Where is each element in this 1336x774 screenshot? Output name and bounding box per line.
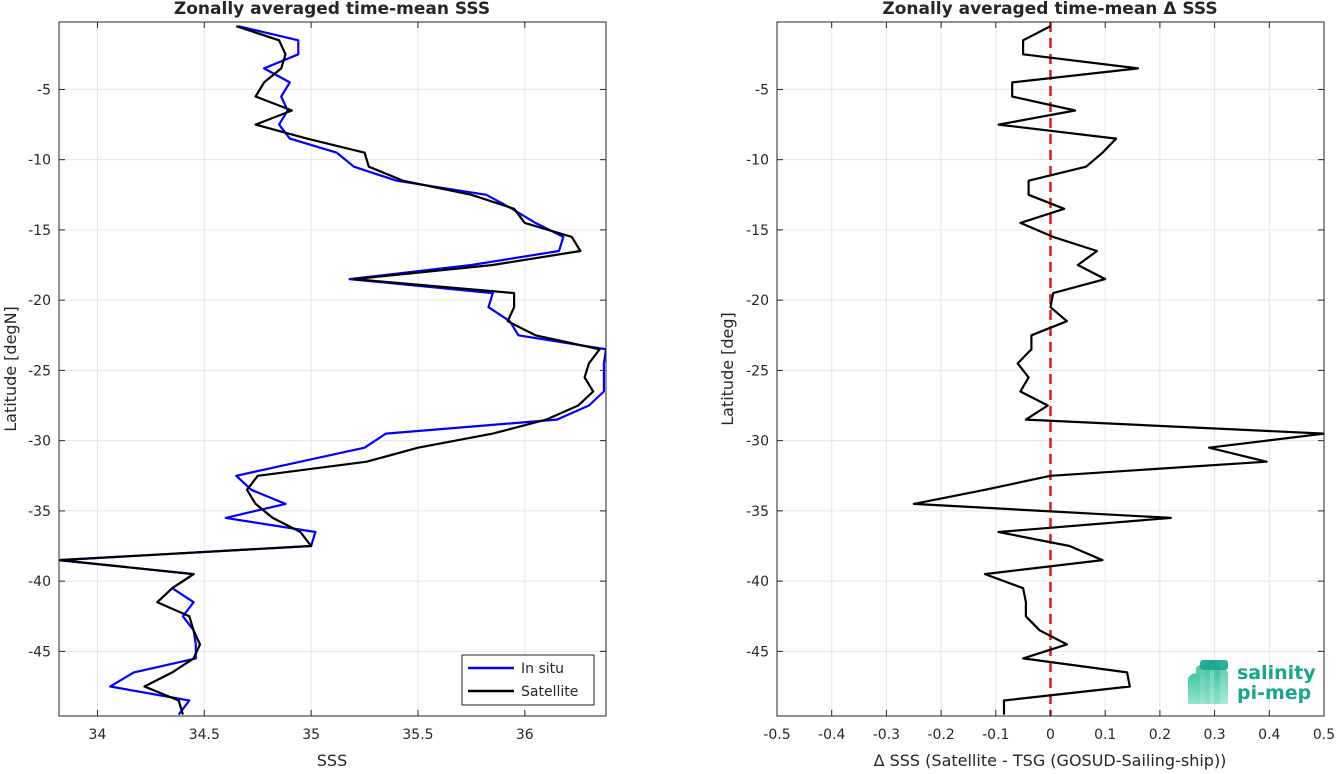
delta-sss-x-tick-label: 0.3: [1203, 727, 1225, 743]
sss-y-tick-label: -30: [28, 434, 51, 450]
sss-y-tick-label: -10: [28, 153, 51, 169]
delta-sss-y-tick-label: -40: [746, 574, 769, 590]
delta-sss-y-tick-label: -10: [746, 153, 769, 169]
delta-sss-ticks: -0.5 -0.4 -0.3 -0.2 -0.1 0 0.1 0.2 0.3 0.4 0.5 -5 -1…: [746, 22, 1335, 743]
sss-ticks: 34 34.5 35 35.5 36 -5 -10 -15 -20 -25 -30 -35 -40 -45: [28, 22, 606, 743]
delta-sss-series-group: [912, 22, 1324, 716]
sss-x-tick-label: 36: [516, 727, 534, 743]
delta-sss-x-tick-label: -0.5: [763, 727, 790, 743]
sss-plot-area: [59, 22, 606, 716]
sss-series-line-satellite: [59, 25, 601, 715]
sss-y-tick-label: -45: [28, 644, 51, 660]
delta-sss-chart-title: Zonally averaged time-mean Δ SSS: [882, 0, 1217, 19]
delta-sss-x-tick-label: 0.2: [1149, 727, 1171, 743]
sss-grid: [59, 22, 606, 716]
legend-label-in-situ: In situ: [521, 661, 564, 677]
delta-sss-y-tick-label: -15: [746, 223, 769, 239]
delta-sss-x-tick-label: -0.3: [873, 727, 900, 743]
delta-sss-y-tick-label: -25: [746, 363, 769, 379]
delta-sss-x-tick-label: -0.1: [982, 727, 1009, 743]
sss-y-tick-label: -40: [28, 574, 51, 590]
logo-waves-icon: [1188, 660, 1228, 704]
sss-legend: In situ Satellite: [461, 654, 595, 706]
delta-sss-y-tick-label: -20: [746, 293, 769, 309]
sss-chart-title: Zonally averaged time-mean SSS: [174, 0, 490, 19]
logo-text-salinity: salinity: [1237, 662, 1316, 684]
delta-sss-y-tick-label: -35: [746, 504, 769, 520]
sss-y-tick-label: -5: [37, 82, 51, 98]
delta-sss-x-tick-label: -0.4: [818, 727, 845, 743]
delta-sss-x-tick-label: 0: [1046, 727, 1055, 743]
sss-y-tick-label: -20: [28, 293, 51, 309]
sss-y-tick-label: -25: [28, 363, 51, 379]
delta-sss-x-axis-label: Δ SSS (Satellite - TSG (GOSUD-Sailing-sh…: [874, 751, 1227, 770]
delta-sss-series-line-difference: [912, 25, 1324, 715]
delta-sss-x-tick-label: 0.4: [1258, 727, 1280, 743]
sss-x-axis-label: SSS: [317, 751, 347, 770]
sss-x-tick-label: 35.5: [402, 727, 433, 743]
sss-y-tick-label: -35: [28, 504, 51, 520]
delta-sss-x-tick-label: 0.5: [1313, 727, 1335, 743]
sss-axes-box: [58, 21, 607, 717]
sss-x-tick-label: 34: [89, 727, 107, 743]
delta-sss-panel: -0.5 -0.4 -0.3 -0.2 -0.1 0 0.1 0.2 0.3 0.4 0.5 -5 -1…: [718, 0, 1335, 770]
delta-sss-y-tick-label: -45: [746, 644, 769, 660]
delta-sss-y-tick-label: -5: [755, 82, 769, 98]
sss-y-axis-label: Latitude [degN]: [1, 306, 20, 432]
delta-sss-y-tick-label: -30: [746, 434, 769, 450]
sss-x-tick-label: 34.5: [189, 727, 220, 743]
legend-box: [461, 654, 595, 706]
salinity-pi-mep-logo: salinity pi-mep: [1188, 660, 1316, 704]
sss-y-tick-label: -15: [28, 223, 51, 239]
delta-sss-x-tick-label: 0.1: [1094, 727, 1116, 743]
sss-panel: 34 34.5 35 35.5 36 -5 -10 -15 -20 -25 -30 -35 -40 -45…: [1, 0, 607, 770]
sss-x-tick-label: 35: [302, 727, 320, 743]
logo-text-pi-mep: pi-mep: [1237, 682, 1311, 704]
delta-sss-y-axis-label: Latitude [deg]: [718, 312, 737, 426]
delta-sss-x-tick-label: -0.2: [927, 727, 954, 743]
legend-label-satellite: Satellite: [521, 684, 578, 700]
